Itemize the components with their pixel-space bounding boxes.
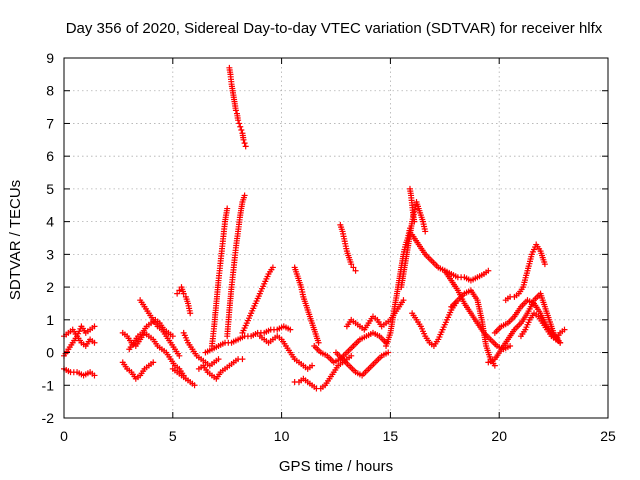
- series-t9: [169, 365, 198, 389]
- trace-fill-marks: [179, 286, 193, 314]
- trace-fill-marks: [240, 266, 275, 334]
- trace-fill-marks: [504, 243, 548, 302]
- series-t7: [126, 316, 176, 353]
- series-t22: [333, 349, 392, 379]
- trace-fill-marks: [127, 318, 174, 351]
- plot-frame: [63, 57, 609, 419]
- series-t3: [61, 365, 98, 379]
- trace-fill-marks: [198, 357, 239, 381]
- y-tick-label: 4: [46, 214, 54, 230]
- x-tick-label: 15: [383, 428, 399, 444]
- series-t15: [202, 323, 294, 356]
- y-tick-label: 8: [46, 83, 54, 99]
- data-point: [238, 127, 245, 133]
- series-t11: [208, 205, 231, 349]
- grid: [64, 58, 608, 418]
- series-t30: [448, 287, 498, 369]
- x-axis-label: GPS time / hours: [279, 458, 393, 475]
- series-t19: [291, 264, 322, 346]
- trace-fill-marks: [63, 367, 96, 378]
- trace-fill-marks: [383, 227, 413, 347]
- x-tick-label: 25: [600, 428, 616, 444]
- trace-fill-marks: [63, 325, 96, 338]
- series-t16: [180, 329, 222, 369]
- y-tick-label: -2: [42, 410, 55, 426]
- trace-fill-marks: [224, 194, 247, 337]
- y-tick-label: 6: [46, 148, 54, 164]
- trace-fill-marks: [259, 334, 313, 371]
- data-point: [237, 123, 244, 130]
- series-t32: [502, 241, 548, 304]
- chart-title: Day 356 of 2020, Sidereal Day-to-day VTE…: [66, 20, 603, 37]
- series-t34: [491, 297, 564, 346]
- data-point: [242, 143, 249, 150]
- series-t12: [224, 192, 248, 340]
- trace-fill-marks: [410, 302, 458, 348]
- trace-fill-marks: [226, 67, 247, 141]
- y-tick-label: 7: [46, 115, 54, 131]
- trace-fill-marks: [407, 188, 417, 223]
- trace-fill-marks: [62, 335, 96, 357]
- trace-fill-marks: [312, 331, 388, 365]
- data-point: [352, 267, 359, 274]
- series-t14: [239, 264, 276, 336]
- trace-fill-marks: [487, 292, 562, 365]
- series-t10: [195, 356, 246, 382]
- x-tick-label: 0: [60, 428, 68, 444]
- data-point: [241, 140, 248, 147]
- data-point: [174, 290, 181, 297]
- trace-fill-marks: [493, 298, 562, 345]
- y-tick-label: 1: [46, 312, 54, 328]
- data-point: [239, 356, 246, 363]
- trace-fill-marks: [172, 367, 196, 387]
- y-axis-label: SDTVAR / TECUs: [7, 180, 24, 300]
- x-tick-label: 20: [491, 428, 507, 444]
- y-tick-label: 5: [46, 181, 54, 197]
- series-t27: [409, 231, 492, 284]
- data-point: [350, 264, 357, 271]
- series-t8: [174, 284, 194, 317]
- trace-fill-marks: [410, 233, 490, 283]
- series-t5: [119, 359, 157, 382]
- data-marks: [61, 64, 568, 392]
- y-tick-label: 9: [46, 50, 54, 66]
- data-point: [176, 287, 183, 294]
- series-t26: [406, 185, 418, 225]
- series-t17: [256, 333, 316, 372]
- series-t1: [61, 323, 98, 340]
- trace-fill-marks: [204, 324, 292, 355]
- y-tick-label: 3: [46, 246, 54, 262]
- y-tick-label: 2: [46, 279, 54, 295]
- trace-fill-marks: [121, 361, 154, 381]
- series-t13: [226, 64, 249, 150]
- trace-fill-marks: [181, 332, 220, 367]
- trace-fill-marks: [338, 224, 354, 265]
- y-tick-label: 0: [46, 345, 54, 361]
- data-point: [236, 120, 243, 127]
- trace-fill-marks: [209, 207, 230, 347]
- x-tick-label: 5: [169, 428, 177, 444]
- x-tick-label: 10: [274, 428, 290, 444]
- trace-fill-marks: [450, 288, 497, 367]
- series-t20: [337, 221, 359, 274]
- y-tick-label: -1: [42, 377, 55, 393]
- trace-fill-marks: [292, 266, 321, 344]
- axes-ticks: 0 5 10 15 20 25 -2 -1 0 1 2 3 4 5 6 7 8 9: [42, 50, 616, 444]
- trace-fill-marks: [334, 350, 389, 378]
